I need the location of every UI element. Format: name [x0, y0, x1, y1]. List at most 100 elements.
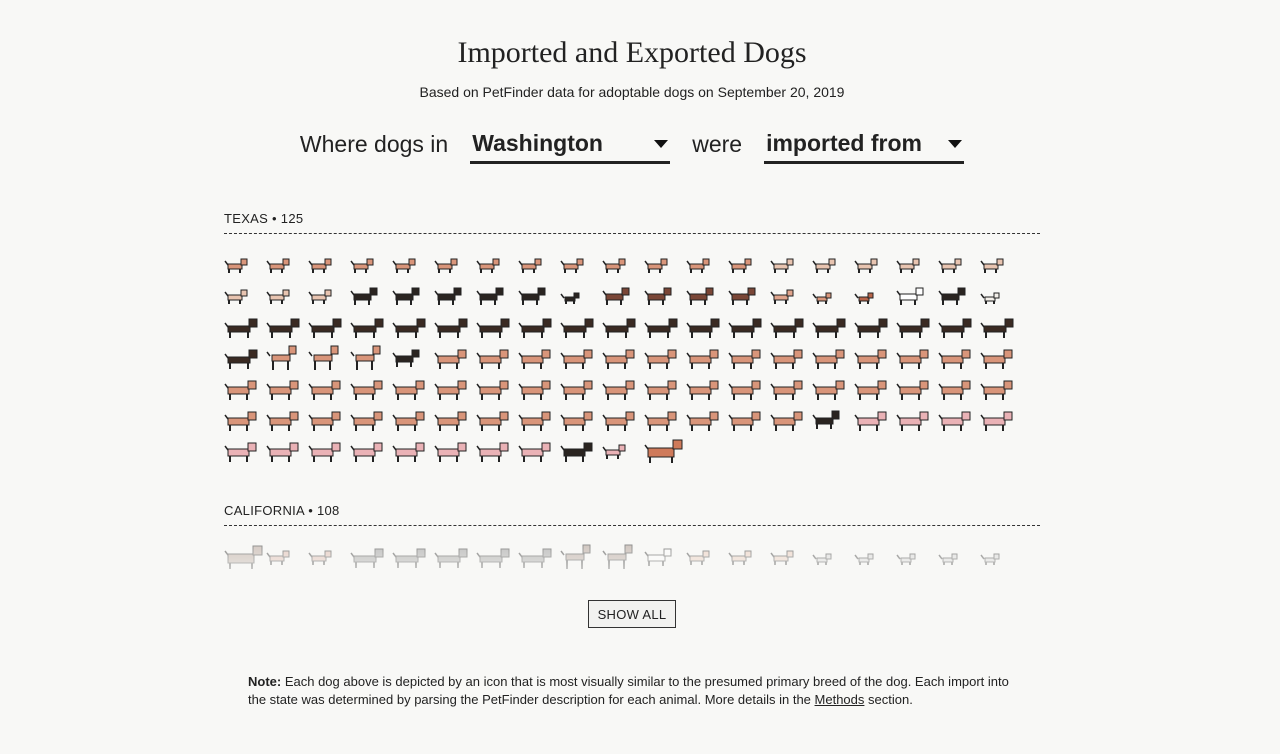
dog-body [395, 448, 418, 457]
dog-head [289, 442, 299, 452]
dog-body [731, 325, 755, 333]
dog-silhouette-icon [308, 442, 341, 462]
dog-tail [854, 383, 859, 389]
dog-silhouette-icon [224, 380, 257, 400]
dog-body [731, 417, 754, 426]
dog-head [667, 411, 677, 421]
dog-silhouette-icon [266, 289, 290, 304]
dog-icon [560, 281, 602, 312]
dog-tail [434, 322, 439, 328]
dog-legs [355, 456, 374, 462]
dog-legs [691, 394, 710, 400]
dog-body [479, 263, 495, 270]
controls-middle: were [692, 131, 743, 157]
dog-icon [308, 281, 350, 312]
dog-legs [270, 269, 283, 273]
dog-head [458, 318, 468, 328]
dog-icon [308, 405, 350, 436]
dog-tail [686, 352, 691, 358]
dog-tail [980, 322, 985, 328]
dog-legs [480, 269, 493, 273]
dog-tail [224, 414, 229, 420]
dog-head [583, 411, 593, 421]
dog-head [499, 442, 509, 452]
dog-tail [350, 290, 355, 296]
dog-body [353, 417, 376, 426]
dog-tail [350, 383, 355, 389]
dog-body [395, 417, 418, 426]
dog-silhouette-icon [728, 411, 761, 431]
dog-body [227, 448, 250, 457]
dog-head [573, 292, 580, 299]
dog-tail [644, 444, 649, 450]
dog-icon [980, 343, 1022, 374]
dog-head [618, 258, 626, 266]
dog-tail [434, 445, 439, 451]
dog-legs [606, 269, 619, 273]
dog-body [941, 386, 964, 395]
dog-body [857, 263, 873, 270]
dog-legs [985, 425, 1004, 431]
dog-silhouette-icon [896, 380, 929, 400]
dog-tail [812, 293, 817, 299]
dog-icon [770, 312, 812, 343]
dog-icon [518, 374, 560, 405]
dog-legs [313, 425, 332, 431]
dog-icon-grid [224, 250, 1040, 467]
dog-legs [649, 394, 668, 400]
dog-tail [854, 352, 859, 358]
dog-legs [900, 269, 913, 273]
dog-legs [733, 394, 752, 400]
dog-tail [350, 260, 355, 266]
dog-icon [728, 250, 770, 281]
state-dropdown[interactable]: Washington [470, 130, 671, 164]
dog-silhouette-icon [434, 287, 462, 305]
dog-body [311, 417, 334, 426]
dog-body [647, 386, 670, 395]
dog-tail [812, 260, 817, 266]
dog-silhouette-icon [770, 380, 803, 400]
dog-body [899, 386, 922, 395]
dog-silhouette-icon [350, 411, 383, 431]
dog-legs [775, 332, 795, 338]
dog-icon [896, 312, 938, 343]
controls-prefix: Where dogs in [299, 131, 449, 157]
dog-tail [392, 445, 397, 451]
dog-head [330, 345, 339, 355]
dog-head [495, 287, 504, 296]
dog-silhouette-icon [434, 411, 467, 431]
dog-tail [518, 445, 523, 451]
dog-silhouette-icon [266, 258, 290, 273]
dog-legs [313, 394, 332, 400]
dog-body [564, 296, 576, 302]
dog-silhouette-icon [644, 258, 668, 273]
dog-silhouette-icon [224, 349, 258, 369]
show-all-button[interactable]: SHOW ALL [588, 600, 676, 628]
dog-tail [518, 383, 523, 389]
dog-silhouette-icon [854, 349, 887, 369]
dog-body [857, 355, 880, 364]
dog-tail [686, 260, 691, 266]
direction-dropdown[interactable]: imported from [764, 130, 965, 164]
dog-legs [943, 363, 962, 369]
dog-icon [896, 281, 938, 312]
dog-tail [560, 352, 565, 358]
dog-silhouette-icon [266, 411, 299, 431]
dog-tail [938, 290, 943, 296]
dog-icon [476, 281, 518, 312]
dog-body [479, 386, 502, 395]
dog-head [499, 349, 509, 359]
dog-legs [481, 363, 500, 369]
dog-head [625, 411, 635, 421]
dog-legs [817, 332, 837, 338]
dog-head [996, 258, 1004, 266]
dog-tail [308, 291, 313, 297]
dog-head [1003, 380, 1013, 390]
note-tail: section. [864, 692, 913, 707]
dog-tail [476, 383, 481, 389]
dog-tail [980, 352, 985, 358]
dog-head [961, 380, 971, 390]
dog-tail [476, 290, 481, 296]
methods-link[interactable]: Methods [814, 692, 865, 707]
dog-icon [476, 405, 518, 436]
